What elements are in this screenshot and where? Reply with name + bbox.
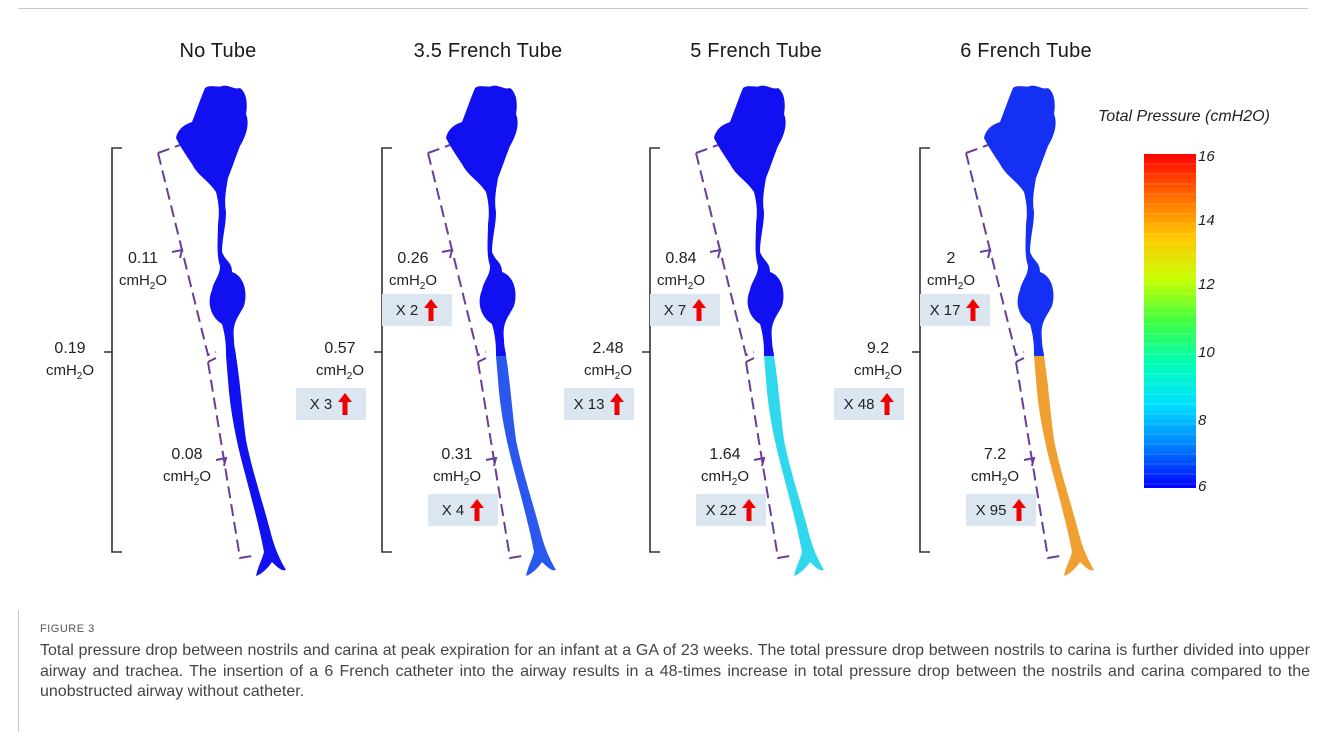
red-up-arrow-icon bbox=[338, 393, 353, 415]
upper-pressure-unit: cmH2O bbox=[388, 272, 438, 292]
upper-pressure-value: 2 bbox=[946, 250, 956, 267]
upper-pressure-unit: cmH2O bbox=[926, 272, 976, 292]
panel-title: 6 French Tube bbox=[960, 40, 1092, 62]
increase-factor-badge: X 22 bbox=[696, 494, 766, 526]
total-pressure-value: 2.48 bbox=[592, 340, 624, 357]
upper-airway-bracket bbox=[157, 144, 217, 357]
trachea-bracket bbox=[207, 357, 253, 560]
increase-factor-badge: X 7 bbox=[650, 294, 720, 326]
trachea-shape bbox=[1034, 356, 1094, 576]
panel-title: 5 French Tube bbox=[690, 40, 822, 62]
upper-pressure-value: 0.84 bbox=[665, 250, 697, 267]
increase-factor-badge: X 2 bbox=[382, 294, 452, 326]
increase-factor-text: X 13 bbox=[573, 395, 605, 413]
airway-model bbox=[912, 85, 1094, 576]
total-pressure-value: 0.19 bbox=[54, 340, 86, 357]
trachea-pressure-value: 1.64 bbox=[709, 446, 741, 463]
upper-airway-shape bbox=[984, 85, 1056, 356]
legend-tick-label: 10 bbox=[1198, 344, 1215, 361]
total-pressure-unit: cmH2O bbox=[315, 362, 365, 382]
red-up-arrow-icon bbox=[610, 393, 625, 415]
frame-left-border bbox=[18, 610, 19, 732]
increase-factor-text: X 22 bbox=[705, 501, 737, 519]
total-bracket bbox=[912, 147, 930, 553]
red-up-arrow-icon bbox=[966, 299, 981, 321]
red-up-arrow-icon bbox=[424, 299, 439, 321]
legend-tick-label: 16 bbox=[1198, 148, 1215, 165]
total-pressure-value: 9.2 bbox=[866, 340, 890, 357]
trachea-pressure-unit: cmH2O bbox=[970, 468, 1020, 488]
increase-factor-text: X 3 bbox=[309, 395, 333, 413]
red-up-arrow-icon bbox=[1012, 499, 1027, 521]
trachea-pressure-value: 0.31 bbox=[441, 446, 473, 463]
panel-0: No Tube 0.11 cmH2O 0.19 cmH2O 0.08 cmH2O bbox=[0, 0, 310, 590]
legend-title: Total Pressure (cmH2O) bbox=[1098, 108, 1270, 125]
trachea-pressure-unit: cmH2O bbox=[700, 468, 750, 488]
trachea-shape bbox=[496, 356, 556, 576]
panel-title: No Tube bbox=[179, 40, 257, 62]
upper-airway-bracket bbox=[965, 144, 1025, 357]
red-up-arrow-icon bbox=[692, 299, 707, 321]
increase-factor-text: X 95 bbox=[975, 501, 1007, 519]
red-up-arrow-icon bbox=[742, 499, 757, 521]
trachea-pressure-value: 0.08 bbox=[171, 446, 203, 463]
increase-factor-text: X 7 bbox=[663, 301, 687, 319]
upper-airway-bracket bbox=[695, 144, 755, 357]
upper-pressure-value: 0.26 bbox=[397, 250, 429, 267]
increase-factor-badge: X 13 bbox=[564, 388, 634, 420]
increase-factor-text: X 48 bbox=[843, 395, 875, 413]
frame-top-border bbox=[18, 8, 1308, 9]
total-pressure-unit: cmH2O bbox=[853, 362, 903, 382]
legend-tick-label: 14 bbox=[1198, 212, 1215, 229]
panel-3: 6 French Tube 2 cmH2O X 17 9.2 cmH2O X 48 7.2 cm… bbox=[808, 0, 1118, 590]
panel-1: 3.5 French Tube 0.26 cmH2O X 2 0.57 cmH2O X 3 0… bbox=[270, 0, 580, 590]
trachea-bracket bbox=[745, 357, 791, 560]
legend-tick-label: 12 bbox=[1198, 276, 1215, 293]
total-pressure-unit: cmH2O bbox=[583, 362, 633, 382]
total-bracket bbox=[104, 147, 122, 553]
trachea-bracket bbox=[1015, 357, 1061, 560]
legend-colorbar bbox=[1144, 154, 1196, 488]
increase-factor-badge: X 3 bbox=[296, 388, 366, 420]
increase-factor-text: X 17 bbox=[929, 301, 961, 319]
trachea-shape bbox=[226, 356, 286, 576]
upper-pressure-value: 0.11 bbox=[128, 250, 158, 267]
trachea-pressure-unit: cmH2O bbox=[432, 468, 482, 488]
trachea-pressure-unit: cmH2O bbox=[162, 468, 212, 488]
legend-tick-label: 6 bbox=[1198, 478, 1207, 495]
legend-tick-label: 8 bbox=[1198, 412, 1207, 429]
trachea-pressure-value: 7.2 bbox=[983, 446, 1007, 463]
increase-factor-text: X 4 bbox=[441, 501, 465, 519]
airway-model bbox=[374, 85, 556, 576]
panel-2: 5 French Tube 0.84 cmH2O X 7 2.48 cmH2O X 13 1.… bbox=[538, 0, 848, 590]
increase-factor-text: X 2 bbox=[395, 301, 419, 319]
figure-caption: Total pressure drop between nostrils and… bbox=[40, 642, 1310, 700]
increase-factor-badge: X 95 bbox=[966, 494, 1036, 526]
increase-factor-badge: X 48 bbox=[834, 388, 904, 420]
total-pressure-value: 0.57 bbox=[324, 340, 356, 357]
increase-factor-badge: X 4 bbox=[428, 494, 498, 526]
increase-factor-badge: X 17 bbox=[920, 294, 990, 326]
upper-airway-shape bbox=[176, 85, 248, 356]
red-up-arrow-icon bbox=[880, 393, 895, 415]
panel-title: 3.5 French Tube bbox=[413, 40, 563, 62]
trachea-bracket bbox=[477, 357, 523, 560]
total-bracket bbox=[374, 147, 392, 553]
airway-model bbox=[104, 85, 286, 576]
upper-airway-shape bbox=[446, 85, 518, 356]
upper-pressure-unit: cmH2O bbox=[118, 272, 168, 292]
red-up-arrow-icon bbox=[470, 499, 485, 521]
total-bracket bbox=[642, 147, 660, 553]
upper-airway-bracket bbox=[427, 144, 487, 357]
trachea-shape bbox=[764, 356, 824, 576]
upper-pressure-unit: cmH2O bbox=[656, 272, 706, 292]
total-pressure-unit: cmH2O bbox=[45, 362, 95, 382]
airway-model bbox=[642, 85, 824, 576]
upper-airway-shape bbox=[714, 85, 786, 356]
figure-label: FIGURE 3 bbox=[40, 623, 95, 635]
